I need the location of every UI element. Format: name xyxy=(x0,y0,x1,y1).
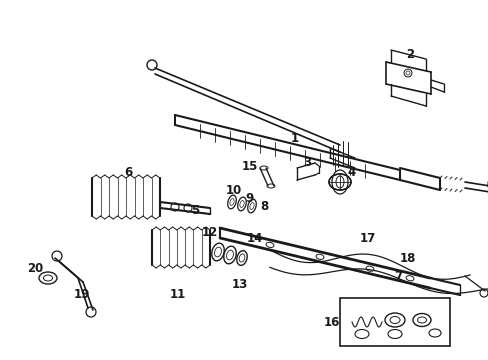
Text: 7: 7 xyxy=(393,270,401,283)
Text: 18: 18 xyxy=(399,252,415,265)
Text: 5: 5 xyxy=(190,203,199,216)
Text: 2: 2 xyxy=(405,49,413,62)
Text: 6: 6 xyxy=(123,166,132,179)
Text: 19: 19 xyxy=(74,288,90,302)
Text: 1: 1 xyxy=(290,131,299,144)
Text: 11: 11 xyxy=(169,288,186,302)
Text: 20: 20 xyxy=(27,261,43,274)
Text: 8: 8 xyxy=(259,199,267,212)
Text: 14: 14 xyxy=(246,231,263,244)
Text: 10: 10 xyxy=(225,184,242,197)
Text: 12: 12 xyxy=(202,225,218,238)
Text: 9: 9 xyxy=(245,192,254,204)
Text: 17: 17 xyxy=(359,231,375,244)
Text: 16: 16 xyxy=(323,315,340,328)
Text: 13: 13 xyxy=(231,279,247,292)
Bar xyxy=(339,298,449,346)
Text: 3: 3 xyxy=(303,157,310,170)
Text: 15: 15 xyxy=(242,159,258,172)
Text: 4: 4 xyxy=(347,166,355,179)
